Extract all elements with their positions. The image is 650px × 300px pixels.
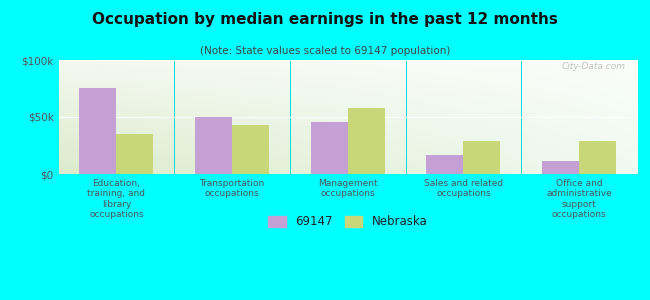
Bar — [79, 88, 116, 174]
Bar — [116, 134, 153, 174]
Text: City-Data.com: City-Data.com — [562, 62, 625, 71]
Bar — [579, 141, 616, 174]
Bar — [463, 141, 500, 174]
Text: (Note: State values scaled to 69147 population): (Note: State values scaled to 69147 popu… — [200, 46, 450, 56]
Bar — [311, 122, 348, 174]
Bar — [542, 161, 579, 174]
Bar — [232, 125, 269, 174]
Bar — [348, 108, 385, 174]
Legend: 69147, Nebraska: 69147, Nebraska — [262, 209, 434, 234]
Text: Occupation by median earnings in the past 12 months: Occupation by median earnings in the pas… — [92, 12, 558, 27]
Bar — [426, 154, 463, 174]
Bar — [195, 117, 232, 174]
